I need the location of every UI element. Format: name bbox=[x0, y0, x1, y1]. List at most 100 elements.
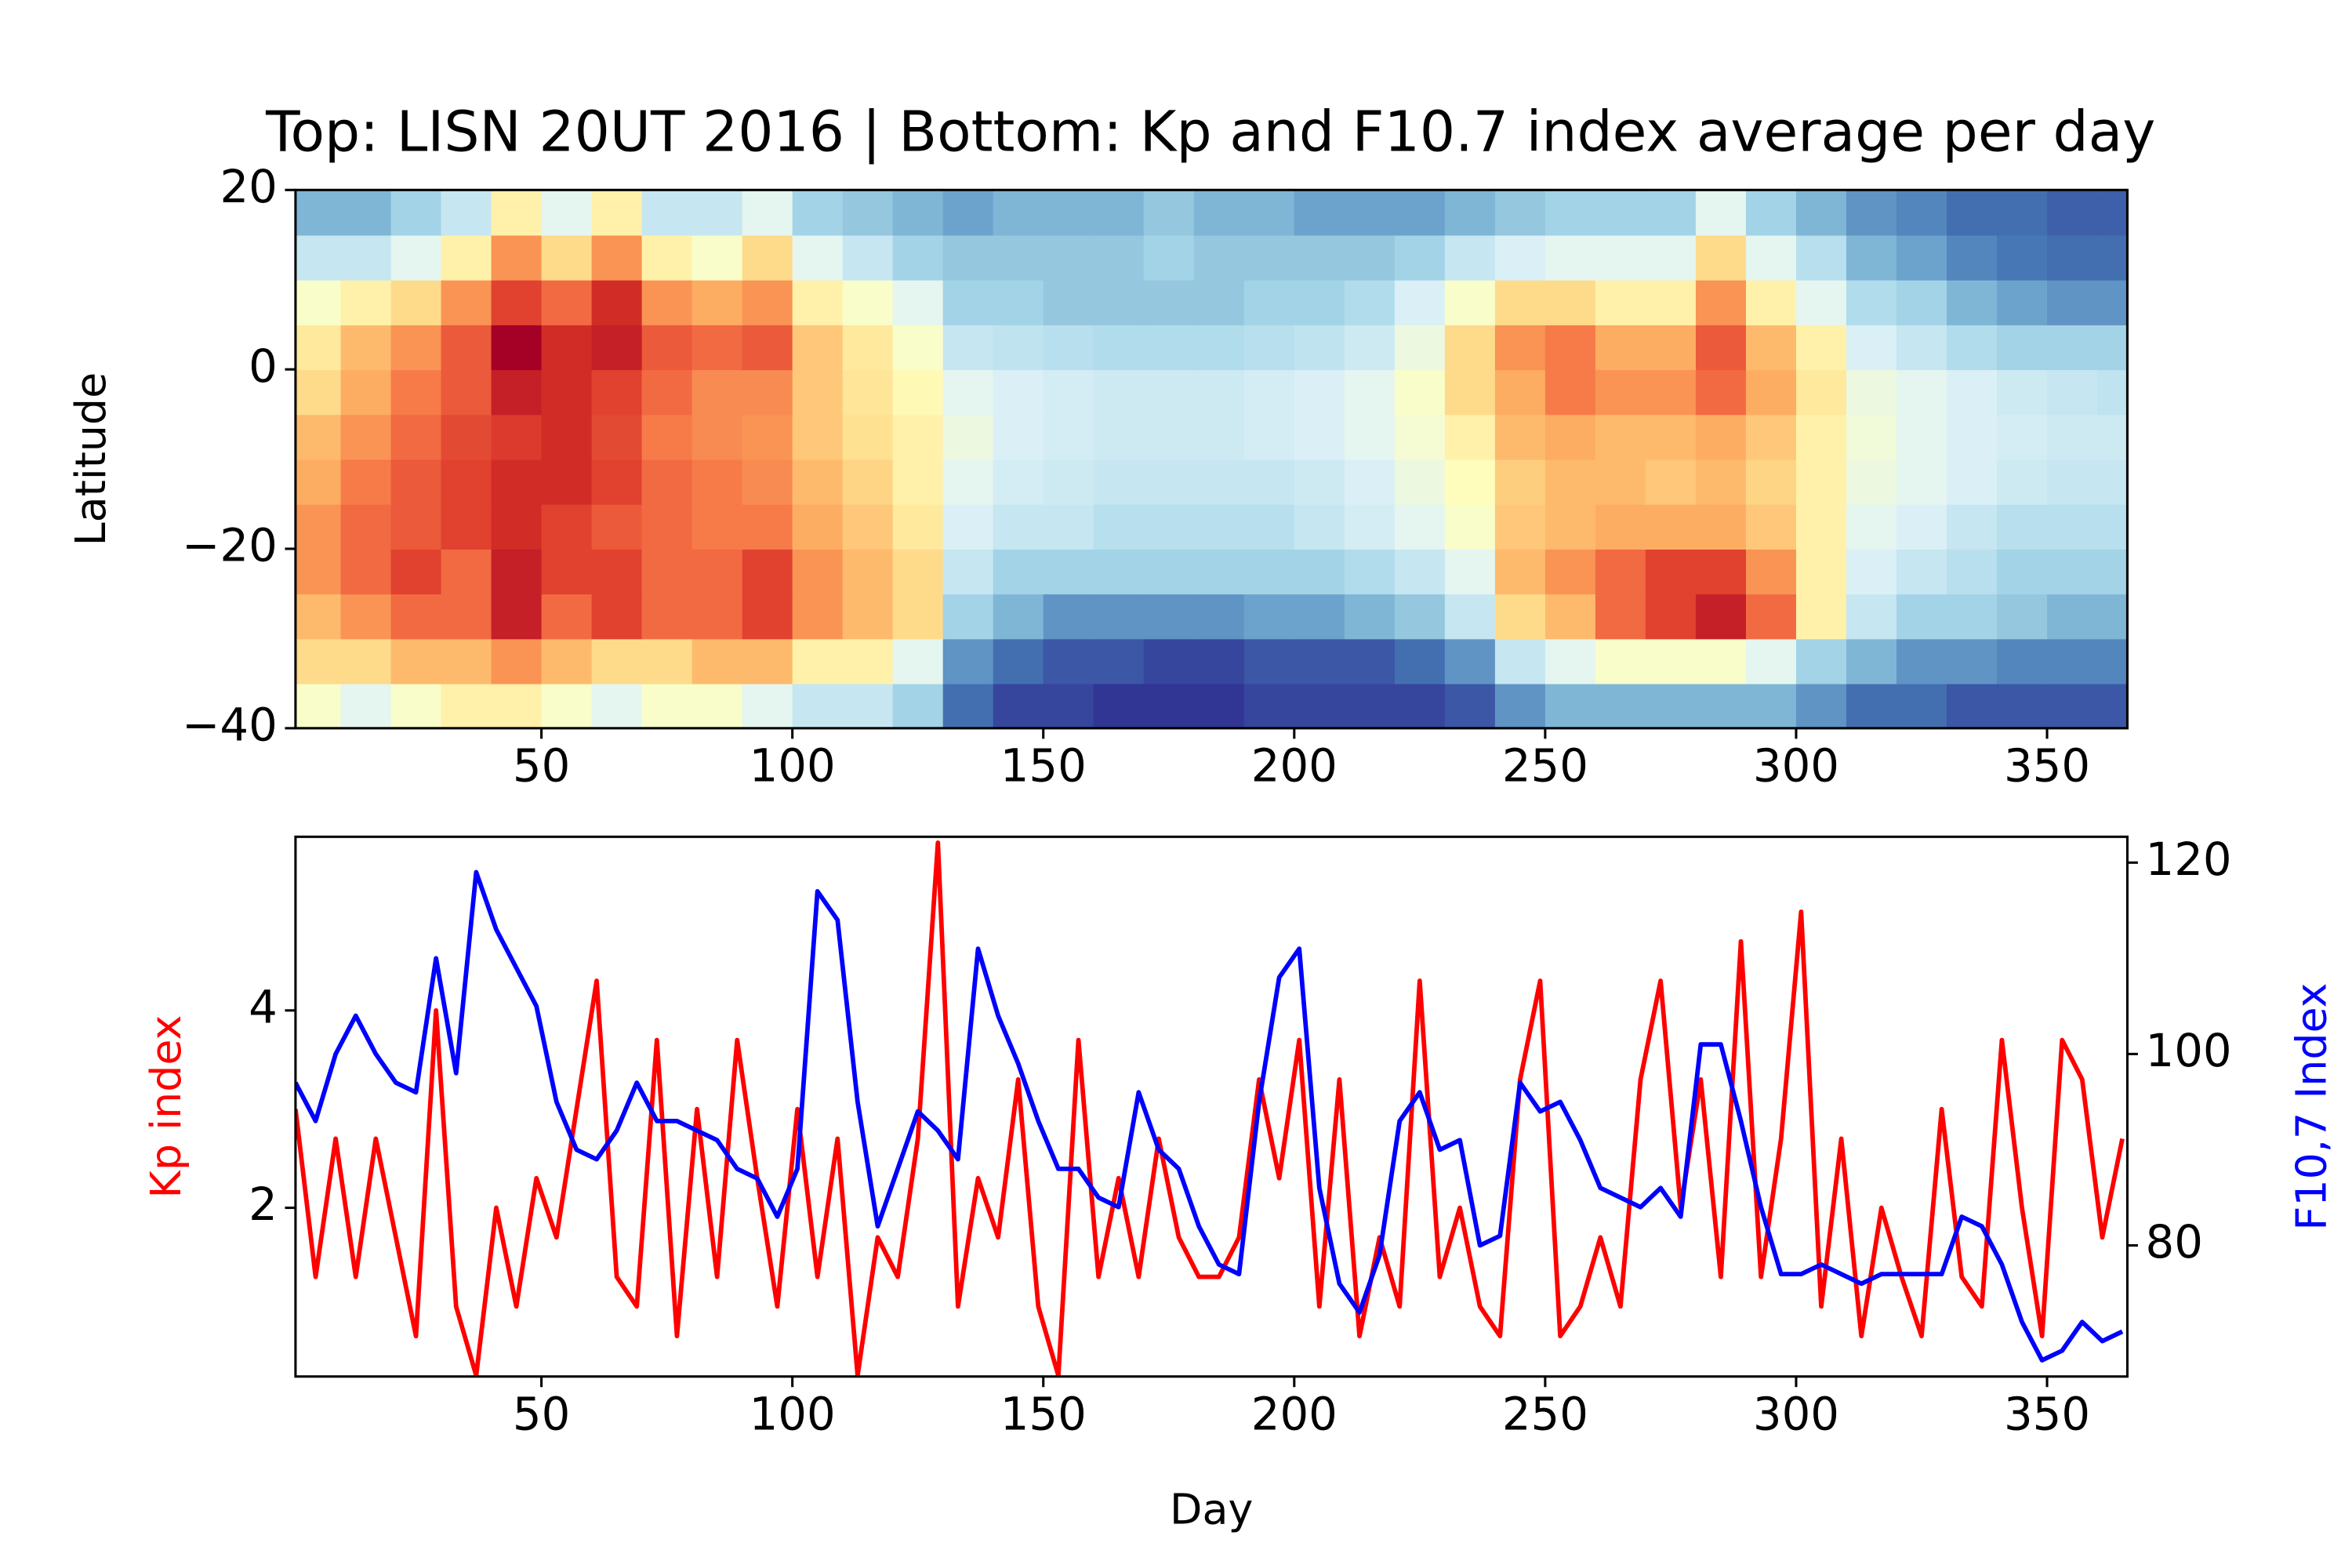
heatmap-cell bbox=[1695, 593, 1747, 640]
heatmap-cell bbox=[2047, 683, 2099, 728]
heatmap-cell bbox=[591, 459, 643, 505]
heatmap-cell bbox=[1695, 190, 1747, 236]
heatmap-cell bbox=[942, 190, 994, 236]
heatmap-cell bbox=[1846, 234, 1897, 281]
x-tick-label: 350 bbox=[2004, 739, 2090, 792]
y-axis-label: Kp index bbox=[141, 1015, 191, 1199]
heatmap-cell bbox=[1745, 324, 1797, 371]
heatmap-cell bbox=[1043, 593, 1094, 640]
heatmap-cell bbox=[993, 459, 1044, 505]
heatmap-cell bbox=[1394, 190, 1446, 236]
heatmap-cell bbox=[1795, 414, 1847, 460]
x-tick-label: 300 bbox=[1753, 1387, 1839, 1440]
heatmap-cell bbox=[1947, 593, 1998, 640]
heatmap-cell bbox=[1846, 459, 1897, 505]
x-tick-label: 100 bbox=[750, 1387, 836, 1440]
heatmap-cell bbox=[1645, 638, 1697, 684]
heatmap-cell bbox=[1846, 279, 1897, 325]
heatmap-cell bbox=[1344, 234, 1396, 281]
heatmap-cell bbox=[1344, 459, 1396, 505]
heatmap-cell bbox=[993, 279, 1044, 325]
heatmap-cell bbox=[1595, 593, 1646, 640]
heatmap-cell bbox=[591, 414, 643, 460]
heatmap-cell bbox=[1997, 459, 2048, 505]
heatmap-cell bbox=[1645, 683, 1697, 728]
heatmap-cell bbox=[792, 190, 844, 236]
heatmap-cell bbox=[1595, 683, 1646, 728]
y2-tick-label: 80 bbox=[2146, 1215, 2203, 1269]
heatmap-cell bbox=[295, 369, 342, 416]
heatmap-cell bbox=[1143, 324, 1195, 371]
heatmap-cell bbox=[1243, 593, 1295, 640]
heatmap-cell bbox=[892, 549, 944, 595]
heatmap-cell bbox=[942, 279, 994, 325]
heatmap-cell bbox=[1444, 190, 1496, 236]
heatmap-cell bbox=[390, 459, 442, 505]
heatmap-cell bbox=[742, 279, 793, 325]
heatmap-cell bbox=[1896, 459, 1947, 505]
heatmap-cell bbox=[1143, 279, 1195, 325]
heatmap-cell bbox=[340, 593, 392, 640]
heatmap-cell bbox=[1896, 593, 1947, 640]
heatmap-cell bbox=[842, 369, 894, 416]
heatmap-cell bbox=[1745, 414, 1797, 460]
heatmap-cell bbox=[295, 593, 342, 640]
heatmap-cell bbox=[1093, 503, 1145, 550]
heatmap-cell bbox=[1745, 279, 1797, 325]
heatmap-cell bbox=[295, 683, 342, 728]
heatmap-cell bbox=[1997, 369, 2048, 416]
heatmap-cell bbox=[742, 549, 793, 595]
heatmap-cell bbox=[993, 683, 1044, 728]
heatmap-cell bbox=[993, 190, 1044, 236]
heatmap-cell bbox=[842, 234, 894, 281]
x-tick-label: 200 bbox=[1251, 739, 1338, 792]
heatmap-cell bbox=[792, 593, 844, 640]
heatmap-cell bbox=[1193, 459, 1245, 505]
heatmap-cell bbox=[441, 503, 492, 550]
heatmap-cell bbox=[1143, 369, 1195, 416]
heatmap-cell bbox=[691, 369, 743, 416]
heatmap-cell bbox=[1143, 683, 1195, 728]
heatmap-cell bbox=[1394, 369, 1446, 416]
heatmap-cell bbox=[1193, 593, 1245, 640]
heatmap-cell bbox=[491, 503, 543, 550]
heatmap-cell bbox=[842, 414, 894, 460]
heatmap-cell bbox=[1997, 279, 2048, 325]
heatmap-cell bbox=[441, 459, 492, 505]
heatmap-cell bbox=[1846, 638, 1897, 684]
heatmap-cell bbox=[1846, 549, 1897, 595]
heatmap-cell bbox=[1193, 638, 1245, 684]
heatmap-cell bbox=[1494, 279, 1546, 325]
heatmap-cell bbox=[641, 549, 693, 595]
heatmap-cell bbox=[491, 234, 543, 281]
heatmap-cell bbox=[1243, 279, 1295, 325]
heatmap-cell bbox=[1043, 503, 1094, 550]
heatmap-cell bbox=[491, 324, 543, 371]
heatmap-cell bbox=[1645, 324, 1697, 371]
heatmap-cell bbox=[340, 638, 392, 684]
heatmap-cell bbox=[1394, 324, 1446, 371]
heatmap-cell bbox=[340, 190, 392, 236]
y2-tick-label: 120 bbox=[2146, 833, 2232, 886]
heatmap-cell bbox=[541, 324, 593, 371]
heatmap-cell bbox=[1695, 369, 1747, 416]
heatmap-cell bbox=[2097, 593, 2128, 640]
heatmap-cell bbox=[1494, 683, 1546, 728]
y-tick-label: −20 bbox=[182, 519, 278, 572]
heatmap-cell bbox=[1997, 190, 2048, 236]
heatmap-cell bbox=[491, 279, 543, 325]
heatmap-cell bbox=[792, 503, 844, 550]
heatmap-cell bbox=[1745, 459, 1797, 505]
heatmap-cell bbox=[1043, 414, 1094, 460]
heatmap-cell bbox=[491, 549, 543, 595]
heatmap-cell bbox=[691, 414, 743, 460]
heatmap-cell bbox=[1444, 593, 1496, 640]
heatmap-cell bbox=[1193, 503, 1245, 550]
heatmap-cell bbox=[441, 369, 492, 416]
heatmap-cell bbox=[892, 279, 944, 325]
heatmap-cell bbox=[491, 683, 543, 728]
x-tick-label: 150 bbox=[1000, 739, 1087, 792]
heatmap-cell bbox=[742, 459, 793, 505]
heatmap-cell bbox=[390, 593, 442, 640]
heatmap-cell bbox=[1294, 369, 1345, 416]
